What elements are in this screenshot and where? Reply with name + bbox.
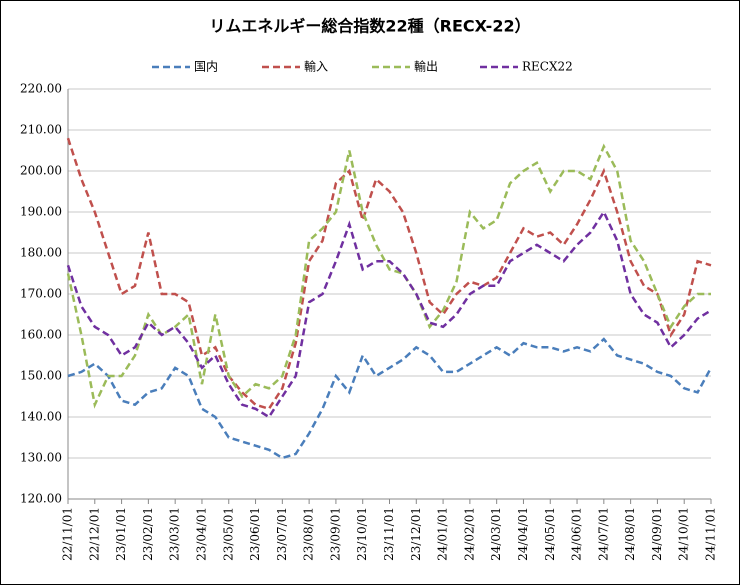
y-tick-label: 130.00	[20, 451, 62, 465]
y-tick-label: 140.00	[20, 410, 62, 424]
x-tick-label: 23/12/01	[409, 507, 423, 561]
y-tick-label: 210.00	[20, 123, 62, 137]
x-tick-label: 24/09/01	[650, 507, 664, 561]
x-tick-label: 23/06/01	[248, 507, 262, 561]
y-tick-label: 190.00	[20, 205, 62, 219]
y-tick-label: 160.00	[20, 328, 62, 342]
x-tick-label: 24/06/01	[570, 507, 584, 561]
x-tick-label: 24/03/01	[489, 507, 503, 561]
series-line	[67, 337, 713, 460]
x-tick-label: 24/07/01	[596, 507, 610, 561]
y-tick-label: 200.00	[20, 164, 62, 178]
x-tick-label: 23/08/01	[302, 507, 316, 561]
y-tick-label: 170.00	[20, 287, 62, 301]
x-tick-label: 23/11/01	[382, 507, 396, 561]
x-tick-label: 24/05/01	[543, 507, 557, 561]
x-tick-label: 23/03/01	[168, 507, 182, 561]
x-tick-label: 22/12/01	[87, 507, 101, 561]
x-tick-label: 23/09/01	[328, 507, 342, 561]
y-tick-label: 220.00	[20, 82, 62, 96]
legend-label: 輸入	[304, 59, 328, 74]
x-tick-label: 23/07/01	[275, 507, 289, 561]
series-line	[66, 137, 712, 411]
x-tick-label: 23/02/01	[141, 507, 155, 561]
series-line	[66, 143, 711, 409]
x-tick-label: 24/04/01	[516, 507, 530, 561]
x-tick-label: 24/11/01	[704, 507, 718, 561]
x-tick-label: 24/02/01	[462, 507, 476, 561]
legend-label: 輸出	[414, 59, 438, 74]
x-tick-label: 23/01/01	[114, 507, 128, 561]
x-tick-label: 24/08/01	[623, 507, 637, 561]
legend-label: RECX22	[522, 60, 573, 74]
legend-label: 国内	[194, 60, 218, 74]
chart-title: リムエネルギー総合指数22種（RECX-22）	[209, 17, 530, 36]
x-tick-label: 22/11/01	[61, 507, 75, 561]
x-tick-label: 24/01/01	[436, 507, 450, 561]
series-line	[66, 209, 712, 419]
y-tick-label: 180.00	[20, 246, 62, 260]
y-tick-label: 120.00	[20, 492, 62, 506]
x-tick-label: 24/10/01	[677, 507, 691, 561]
x-tick-label: 23/10/01	[355, 507, 369, 561]
y-tick-label: 150.00	[20, 369, 62, 383]
x-tick-label: 23/05/01	[221, 507, 235, 561]
x-tick-label: 23/04/01	[194, 507, 208, 561]
